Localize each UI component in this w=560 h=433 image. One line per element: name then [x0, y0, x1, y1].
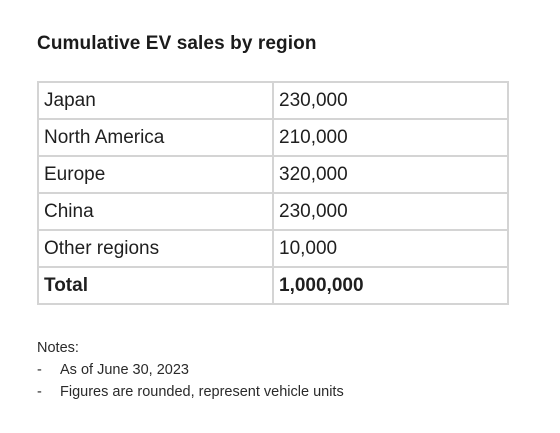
dash-bullet: - — [37, 362, 42, 378]
sales-cell: 210,000 — [272, 118, 509, 157]
table-row: Other regions 10,000 — [37, 229, 509, 268]
table-row: North America 210,000 — [37, 118, 509, 157]
table-row: Japan 230,000 — [37, 81, 509, 120]
total-row: Total 1,000,000 — [37, 266, 509, 305]
region-cell: China — [37, 192, 274, 231]
region-cell: Other regions — [37, 229, 274, 268]
note-text: Figures are rounded, represent vehicle u… — [60, 384, 344, 400]
note-text: As of June 30, 2023 — [60, 362, 189, 378]
note-item: - Figures are rounded, represent vehicle… — [37, 381, 344, 403]
sales-cell: 230,000 — [272, 192, 509, 231]
sales-cell: 230,000 — [272, 81, 509, 120]
region-cell: North America — [37, 118, 274, 157]
total-value-cell: 1,000,000 — [272, 266, 509, 305]
table-title: Cumulative EV sales by region — [37, 33, 317, 54]
dash-bullet: - — [37, 384, 42, 400]
sales-cell: 320,000 — [272, 155, 509, 194]
region-cell: Europe — [37, 155, 274, 194]
region-cell: Japan — [37, 81, 274, 120]
ev-sales-table: Japan 230,000 North America 210,000 Euro… — [37, 81, 509, 305]
notes-heading: Notes: — [37, 340, 79, 356]
table-row: China 230,000 — [37, 192, 509, 231]
sales-cell: 10,000 — [272, 229, 509, 268]
table-row: Europe 320,000 — [37, 155, 509, 194]
notes-section: Notes: - As of June 30, 2023 - Figures a… — [37, 337, 344, 403]
total-label-cell: Total — [37, 266, 274, 305]
note-item: - As of June 30, 2023 — [37, 359, 344, 381]
